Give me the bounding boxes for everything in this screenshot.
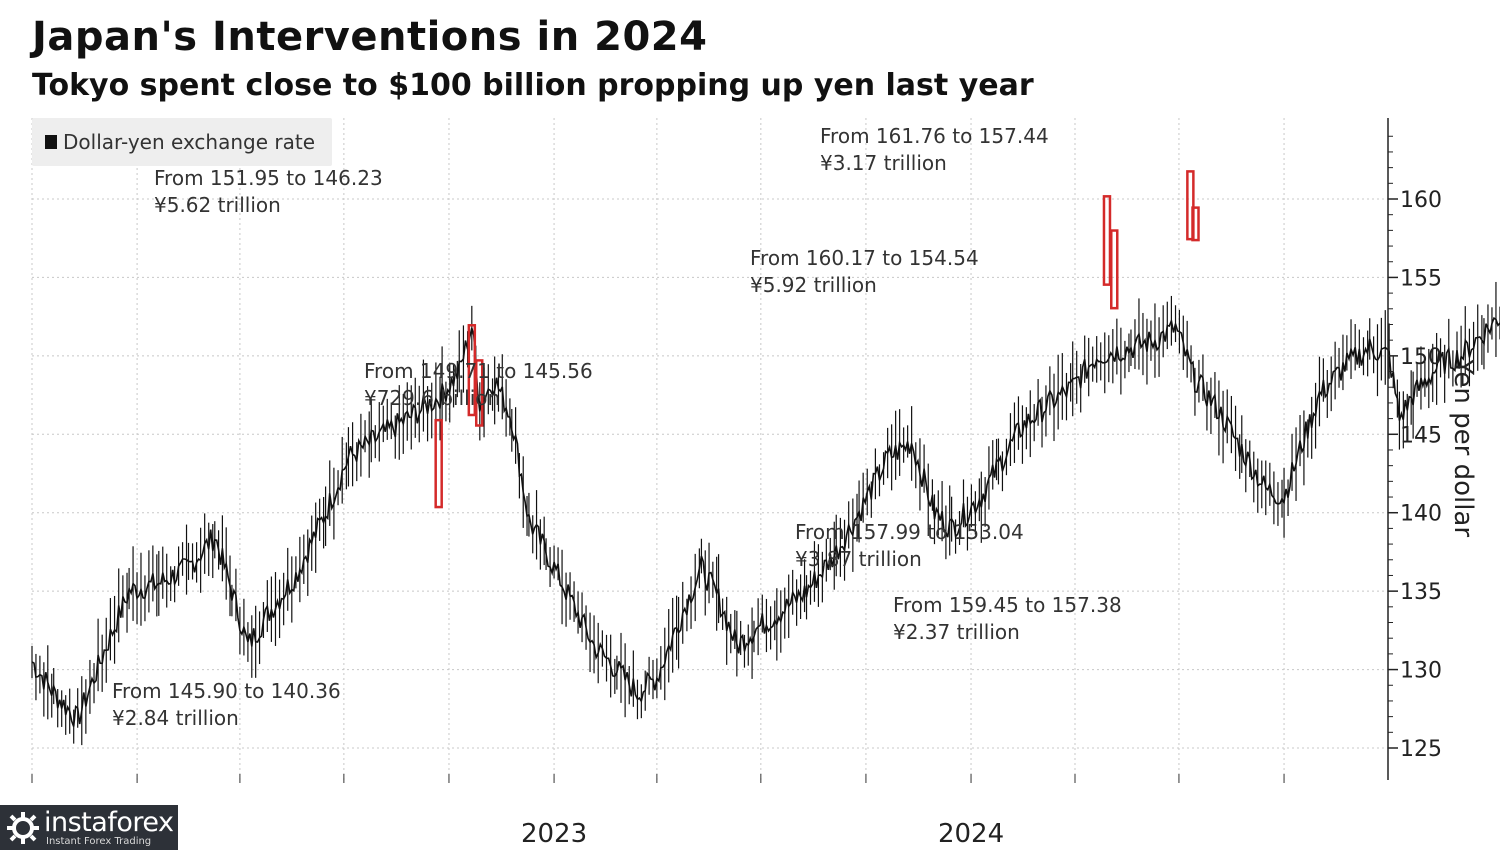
intervention-marker-5 [1110, 229, 1119, 310]
annotation-amount-4: ¥5.92 trillion [750, 273, 877, 297]
intervention-annotations: From 145.90 to 140.36 ¥2.84 trillion From … [112, 124, 1122, 730]
instaforex-watermark: instaforex Instant Forex Trading [0, 805, 178, 850]
watermark-tagline: Instant Forex Trading [46, 836, 152, 847]
y-tick-label-140: 140 [1400, 502, 1442, 527]
annotation-range-6: From 161.76 to 157.44 [820, 124, 1049, 148]
instaforex-logo-icon [7, 812, 39, 844]
annotation-amount-3: ¥729.6 billion [364, 386, 500, 410]
y-tick-label-135: 135 [1400, 580, 1442, 605]
annotation-range-4: From 160.17 to 154.54 [750, 246, 979, 270]
y-tick-label-150: 150 [1400, 345, 1442, 370]
annotation-range-3: From 149.71 to 145.56 [364, 359, 593, 383]
watermark-name: instaforex [44, 807, 174, 838]
intervention-markers [434, 170, 1200, 509]
intervention-marker-6 [1186, 170, 1195, 241]
annotation-amount-5: ¥3.87 trillion [795, 547, 922, 571]
intervention-marker-4 [1102, 195, 1112, 286]
y-tick-label-155: 155 [1400, 266, 1442, 291]
y-tick-label-130: 130 [1400, 659, 1442, 684]
x-tick-label-2024: 2024 [938, 819, 1004, 849]
y-tick-label-160: 160 [1400, 188, 1442, 213]
x-tick-label-2023: 2023 [521, 819, 587, 849]
y-tick-label-145: 145 [1400, 423, 1442, 448]
y-axis-label: Yen per dollar [1448, 358, 1478, 537]
annotation-range-5: From 157.99 to 153.04 [795, 520, 1024, 544]
legend-swatch [45, 135, 57, 149]
horizontal-gridlines [32, 198, 1388, 749]
annotation-range-7: From 159.45 to 157.38 [893, 593, 1122, 617]
series-dollar-yen [31, 281, 1500, 746]
legend-label: Dollar-yen exchange rate [63, 130, 315, 154]
y-tick-label-125: 125 [1400, 737, 1442, 762]
legend: Dollar-yen exchange rate [32, 118, 332, 166]
intervention-marker-3 [474, 359, 484, 427]
intervention-marker-2 [467, 324, 477, 417]
intervention-marker-1 [434, 418, 443, 509]
y-axis: 125 130 135 140 145 150 155 160 [1387, 118, 1442, 780]
annotation-amount-6: ¥3.17 trillion [820, 151, 947, 175]
x-axis: 202220232024 [31, 774, 1285, 849]
legend-background [32, 118, 332, 166]
chart-title: Japan's Interventions in 2024 [32, 14, 708, 60]
chart-subtitle: Tokyo spent close to $100 billion proppi… [32, 68, 1034, 103]
annotation-range-1: From 145.90 to 140.36 [112, 679, 341, 703]
annotation-range-2: From 151.95 to 146.23 [154, 166, 383, 190]
annotation-amount-1: ¥2.84 trillion [112, 706, 239, 730]
intervention-marker-7 [1191, 206, 1200, 242]
annotation-amount-2: ¥5.62 trillion [154, 193, 281, 217]
annotation-amount-7: ¥2.37 trillion [893, 620, 1020, 644]
